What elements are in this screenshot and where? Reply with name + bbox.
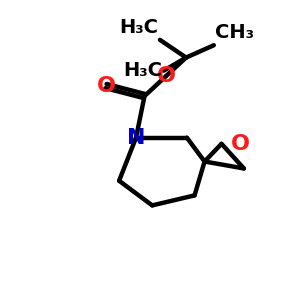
Text: O: O (97, 76, 116, 96)
Text: O: O (230, 134, 250, 154)
Text: H₃C: H₃C (119, 18, 158, 37)
Text: CH₃: CH₃ (215, 23, 254, 42)
Text: O: O (157, 66, 175, 86)
Text: N: N (127, 128, 145, 148)
Text: H₃C: H₃C (123, 61, 162, 80)
